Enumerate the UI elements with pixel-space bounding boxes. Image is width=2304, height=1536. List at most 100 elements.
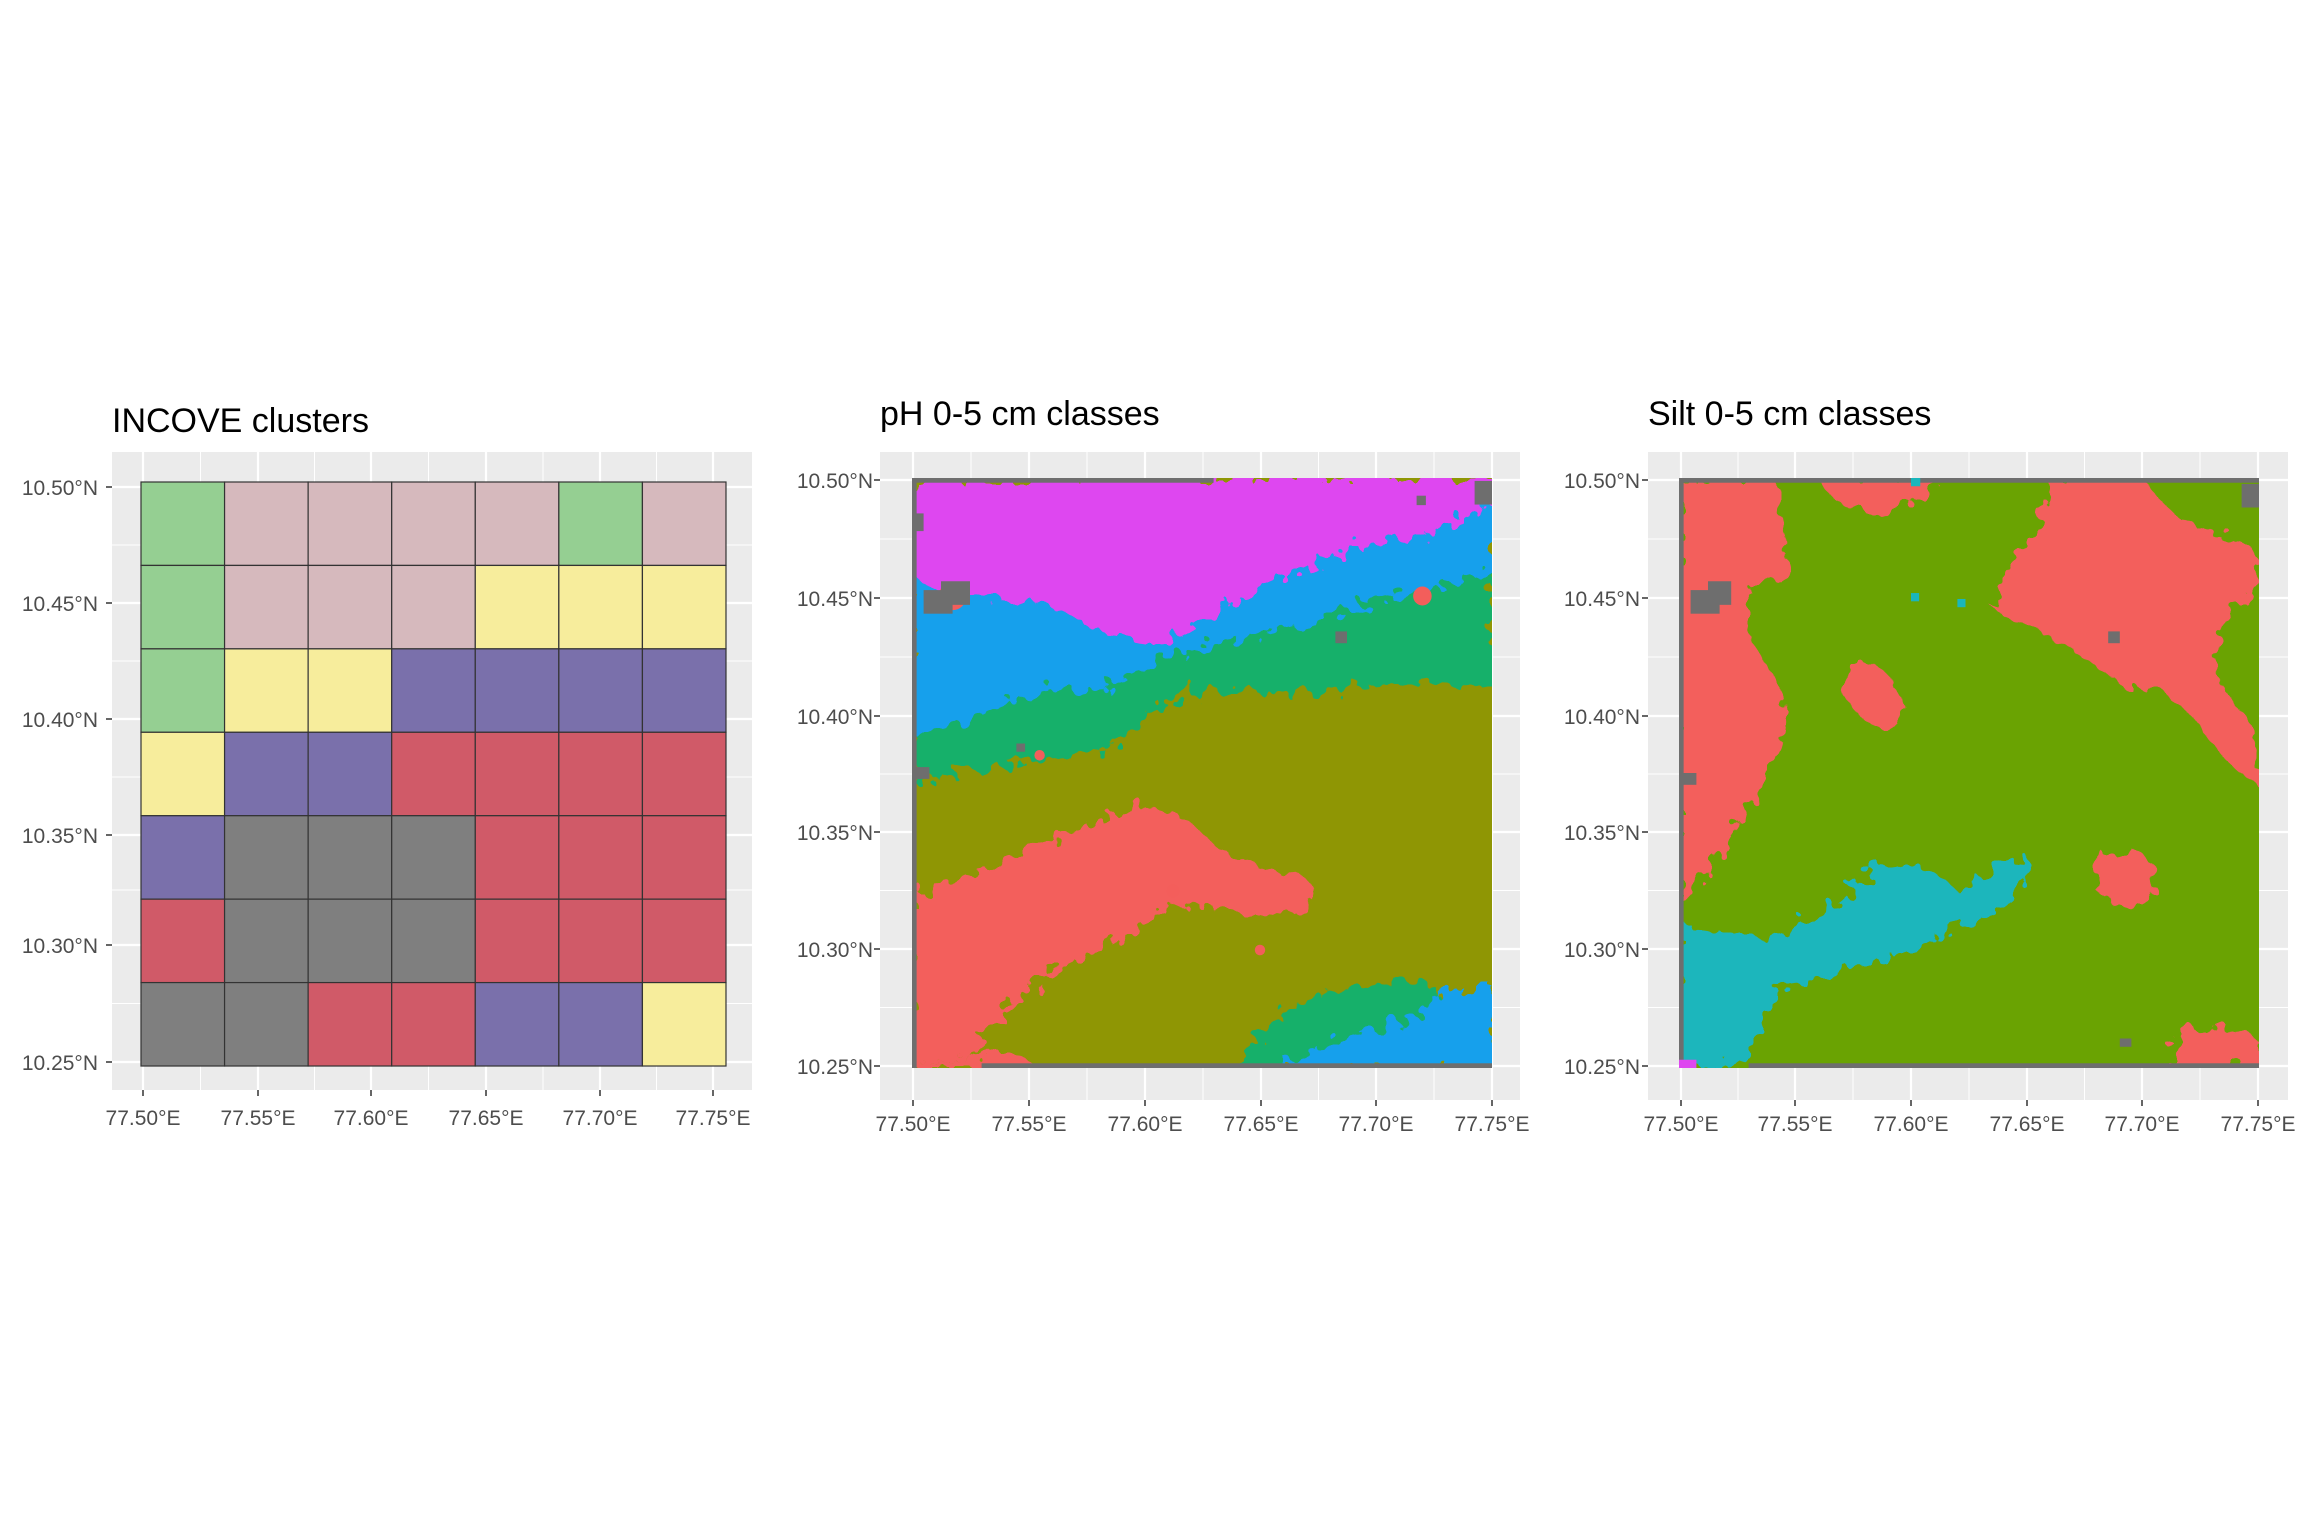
cluster-cell-red	[307, 981, 393, 1067]
y-tick-label: 10.40°N	[797, 706, 873, 729]
cluster-cell-mauve	[307, 481, 393, 567]
cluster-cell-red	[140, 898, 226, 984]
cluster-cell-red	[558, 731, 644, 817]
cluster-cell-mauve	[223, 564, 309, 650]
class-gray	[912, 478, 1492, 1068]
x-tick-label: 77.50°E	[1644, 1113, 1719, 1136]
y-tick-label: 10.25°N	[1564, 1056, 1640, 1079]
cluster-cell-gray	[223, 981, 309, 1067]
x-tick-label: 77.60°E	[1874, 1113, 1949, 1136]
class-gray	[1679, 478, 2259, 1068]
axes: 10.50°N 10.45°N 10.40°N 10.35°N 10.30°N …	[1564, 470, 2296, 1136]
cluster-cell-mauve	[391, 564, 476, 650]
cluster-cell-mauve	[641, 481, 727, 567]
y-tick-label: 10.40°N	[1564, 706, 1640, 729]
cluster-cell-purple	[391, 648, 476, 733]
class-salmon	[2096, 851, 2157, 909]
y-tick-label: 10.35°N	[797, 822, 873, 845]
class-magenta	[912, 478, 1492, 644]
cluster-cell-gray	[391, 898, 476, 984]
cluster-cell-yellow	[140, 731, 226, 817]
cluster-cell-green	[140, 564, 226, 650]
cluster-cell-purple	[474, 981, 560, 1067]
cluster-cell-red	[391, 731, 476, 817]
axes: 10.50°N 10.45°N 10.40°N 10.35°N 10.30°N …	[797, 470, 1530, 1136]
y-tick-label: 10.25°N	[797, 1056, 873, 1079]
x-tick-label: 77.75°E	[1455, 1113, 1530, 1136]
cluster-cell-red	[474, 898, 560, 984]
y-tick-label: 10.25°N	[22, 1052, 98, 1075]
cluster-cell-green	[140, 481, 226, 567]
y-tick-label: 10.50°N	[1564, 470, 1640, 493]
cluster-cell-purple	[140, 815, 226, 900]
cluster-cell-purple	[558, 981, 644, 1067]
x-tick-label: 77.50°E	[876, 1113, 951, 1136]
x-tick-label: 77.55°E	[1758, 1113, 1833, 1136]
y-tick-label: 10.30°N	[1564, 939, 1640, 962]
cluster-cell-mauve	[474, 481, 560, 567]
panel-silt: Silt 0-5 cm classes	[1564, 395, 2296, 1136]
panel-title: pH 0-5 cm classes	[880, 395, 1160, 433]
cluster-cell-red	[558, 898, 644, 984]
cluster-cell-green	[140, 648, 226, 733]
x-tick-label: 77.70°E	[2105, 1113, 2180, 1136]
panel-ph: pH 0-5 cm classes	[797, 395, 1530, 1136]
class-green	[1236, 980, 1436, 1068]
cluster-cell-yellow	[307, 648, 393, 733]
y-tick-label: 10.50°N	[797, 470, 873, 493]
x-tick-label: 77.65°E	[1990, 1113, 2065, 1136]
x-tick-label: 77.70°E	[1339, 1113, 1414, 1136]
cluster-cell-purple	[474, 648, 560, 733]
cluster-cell-yellow	[641, 564, 727, 650]
axes: 10.50°N 10.45°N 10.40°N 10.35°N 10.30°N …	[22, 477, 751, 1130]
cluster-cell-purple	[558, 648, 644, 733]
cluster-cell-yellow	[558, 564, 644, 650]
cluster-cell-red	[641, 815, 727, 900]
x-tick-label: 77.70°E	[563, 1107, 638, 1130]
x-tick-label: 77.75°E	[676, 1107, 751, 1130]
y-tick-label: 10.35°N	[22, 825, 98, 848]
y-tick-label: 10.35°N	[1564, 822, 1640, 845]
panel-title: Silt 0-5 cm classes	[1648, 395, 1931, 433]
class-salmon	[2166, 1027, 2259, 1068]
x-tick-label: 77.65°E	[1224, 1113, 1299, 1136]
panel-title: INCOVE clusters	[112, 402, 369, 440]
cluster-cell-red	[558, 815, 644, 900]
cluster-cell-gray	[223, 815, 309, 900]
cluster-cell-yellow	[641, 981, 727, 1067]
x-tick-label: 77.60°E	[1108, 1113, 1183, 1136]
y-tick-label: 10.45°N	[22, 593, 98, 616]
cluster-cell-mauve	[307, 564, 393, 650]
class-teal-speckles	[1911, 478, 1966, 608]
y-tick-label: 10.40°N	[22, 709, 98, 732]
x-tick-label: 77.55°E	[221, 1107, 296, 1130]
y-tick-label: 10.45°N	[1564, 588, 1640, 611]
cluster-cell-red	[391, 981, 476, 1067]
cluster-cell-gray	[391, 815, 476, 900]
cluster-cell-gray	[307, 815, 393, 900]
x-tick-label: 77.65°E	[449, 1107, 524, 1130]
panel-incove: INCOVE clusters 10.50°N 10.45°N 10.40°N …	[22, 402, 752, 1130]
x-tick-label: 77.50°E	[106, 1107, 181, 1130]
cluster-cell-purple	[223, 731, 309, 817]
cluster-cell-mauve	[223, 481, 309, 567]
cluster-cell-purple	[641, 648, 727, 733]
class-salmon	[1679, 478, 1787, 903]
class-teal	[1679, 855, 2031, 1068]
x-tick-label: 77.60°E	[334, 1107, 409, 1130]
cluster-cell-red	[641, 898, 727, 984]
y-tick-label: 10.45°N	[797, 588, 873, 611]
y-tick-label: 10.50°N	[22, 477, 98, 500]
x-tick-label: 77.55°E	[992, 1113, 1067, 1136]
class-salmon	[912, 805, 1314, 1068]
cluster-cell-red	[474, 815, 560, 900]
cluster-cell-gray	[307, 898, 393, 984]
class-salmon	[1841, 655, 1903, 729]
cluster-cell-yellow	[223, 648, 309, 733]
cluster-cell-green	[558, 481, 644, 567]
class-magenta	[1679, 1059, 1697, 1068]
cluster-cell-red	[641, 731, 727, 817]
x-tick-label: 77.75°E	[2221, 1113, 2296, 1136]
ph-raster	[912, 478, 1492, 1068]
